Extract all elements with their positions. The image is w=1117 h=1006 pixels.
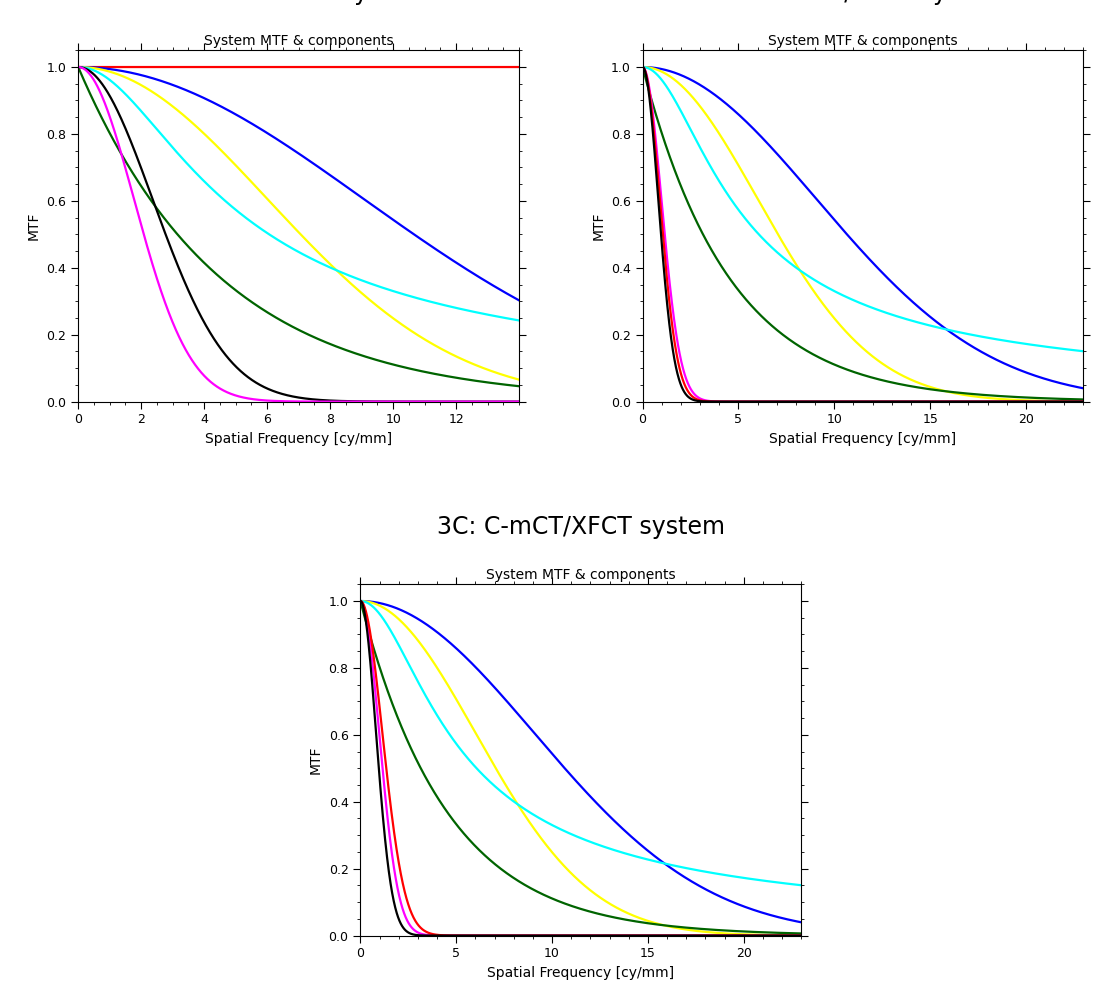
Y-axis label: MTF: MTF: [591, 211, 605, 240]
X-axis label: Spatial Frequency [cy/mm]: Spatial Frequency [cy/mm]: [206, 432, 392, 446]
Title: System MTF & components: System MTF & components: [486, 567, 676, 581]
Text: 3B: S-mCT/XFCT system: 3B: S-mCT/XFCT system: [719, 0, 1006, 5]
X-axis label: Spatial Frequency [cy/mm]: Spatial Frequency [cy/mm]: [487, 966, 675, 980]
X-axis label: Spatial Frequency [cy/mm]: Spatial Frequency [cy/mm]: [770, 432, 956, 446]
Title: System MTF & components: System MTF & components: [203, 34, 393, 47]
Y-axis label: MTF: MTF: [309, 745, 323, 775]
Text: 3C: C-mCT/XFCT system: 3C: C-mCT/XFCT system: [437, 515, 725, 538]
Title: System MTF & components: System MTF & components: [768, 34, 958, 47]
Y-axis label: MTF: MTF: [27, 211, 41, 240]
Text: 3A: Reference system: 3A: Reference system: [170, 0, 428, 5]
